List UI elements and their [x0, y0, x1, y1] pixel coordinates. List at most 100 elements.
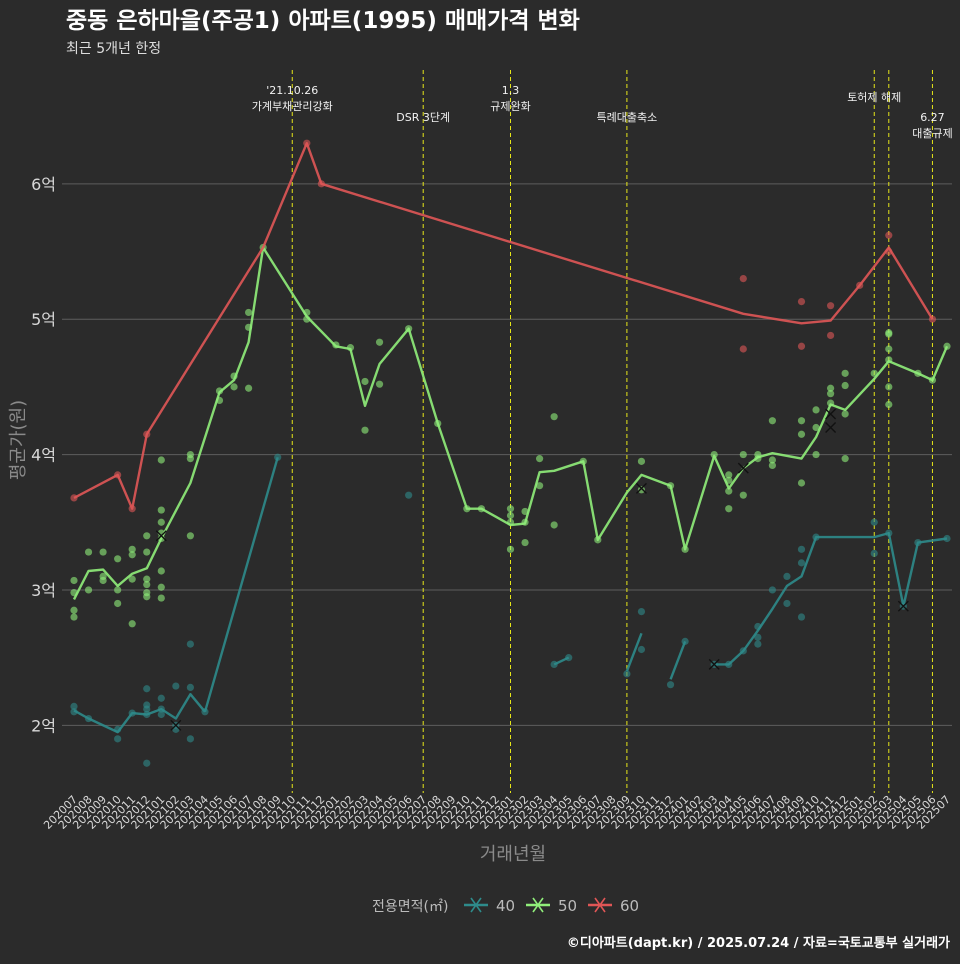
legend-label: 50: [558, 897, 577, 915]
data-point: [84, 586, 93, 594]
annotation-label: 6.27: [920, 111, 945, 124]
data-point: [885, 345, 893, 353]
x-marker: [708, 658, 720, 670]
data-point: [754, 640, 762, 648]
data-point: [870, 549, 878, 557]
data-point: [186, 683, 194, 692]
y-tick-label: 6억: [31, 175, 56, 194]
data-point: [114, 735, 122, 743]
data-point: [637, 457, 646, 465]
x-axis-label: 거래년월: [480, 844, 546, 865]
data-point: [128, 545, 136, 553]
data-point: [768, 456, 777, 464]
data-point: [405, 491, 413, 499]
data-point: [128, 575, 136, 583]
data-point: [361, 377, 369, 386]
data-point: [783, 572, 791, 581]
data-point: [157, 694, 165, 702]
data-point: [70, 606, 78, 614]
data-point: [797, 417, 806, 425]
data-point: [361, 426, 369, 434]
data-point: [143, 593, 151, 601]
data-point: [375, 338, 384, 346]
data-point: [841, 381, 849, 390]
data-point: [797, 559, 806, 567]
data-point: [797, 342, 806, 350]
chart-title: 중동 은하마을(주공1) 아파트(1995) 매매가격 변화: [66, 8, 580, 34]
data-point: [536, 482, 544, 490]
annotation-label: '21.10.26: [266, 84, 318, 97]
data-point: [812, 406, 820, 414]
data-point: [521, 538, 529, 547]
series-line: [73, 141, 934, 510]
annotation-label: DSR 3단계: [396, 111, 450, 124]
data-point: [725, 471, 733, 479]
data-point: [230, 383, 238, 391]
data-point: [666, 681, 675, 689]
legend-title: 전용면적(㎡): [372, 899, 448, 915]
data-point: [754, 633, 762, 641]
y-axis-ticks: 2억 3억 4억 5억 6억: [31, 175, 56, 735]
data-point: [157, 456, 165, 464]
data-point: [506, 545, 515, 553]
y-tick-label: 3억: [31, 581, 56, 600]
data-point: [885, 400, 893, 409]
data-point: [70, 708, 78, 716]
y-tick-label: 4억: [31, 446, 56, 465]
data-series: [70, 139, 951, 767]
data-point: [143, 759, 151, 767]
data-point: [797, 545, 806, 553]
data-point: [186, 532, 194, 540]
series-line: [203, 456, 279, 713]
legend-swatch-marker: [594, 897, 606, 913]
data-point: [143, 705, 151, 713]
x-axis-ticks: 2020072020082020092020102020112020122021…: [41, 793, 953, 832]
data-point: [70, 702, 78, 710]
data-point: [797, 298, 806, 306]
data-point: [768, 461, 777, 470]
data-point: [114, 599, 122, 608]
data-point: [128, 620, 136, 628]
data-point: [797, 613, 806, 621]
data-point: [84, 548, 93, 556]
data-point: [812, 423, 820, 432]
data-point: [827, 331, 835, 340]
data-point: [870, 518, 878, 526]
series-40: [70, 453, 951, 767]
data-point: [143, 685, 151, 693]
data-point: [827, 302, 835, 310]
data-point: [245, 308, 253, 317]
series-line: [625, 632, 643, 672]
x-marker: [635, 482, 647, 494]
data-point: [637, 608, 646, 616]
data-point: [783, 599, 791, 608]
data-point: [143, 580, 151, 589]
chart-subtitle: 최근 5개년 한정: [66, 41, 161, 57]
legend-swatch-marker: [532, 897, 544, 913]
series-50: [70, 243, 951, 628]
data-point: [157, 567, 165, 575]
data-point: [827, 384, 835, 392]
data-point: [99, 576, 107, 585]
y-tick-label: 5억: [31, 310, 56, 329]
data-point: [186, 735, 194, 743]
data-point: [157, 594, 165, 602]
data-point: [885, 383, 893, 391]
annotation-label: 1.3: [502, 84, 520, 97]
data-point: [885, 330, 893, 338]
series-60: [70, 139, 937, 513]
data-point: [99, 548, 107, 556]
data-point: [550, 521, 558, 529]
annotation-label: 규제완화: [490, 100, 530, 113]
data-point: [725, 505, 733, 513]
data-point: [623, 670, 631, 678]
annotation-label: 토허제 해제: [847, 90, 901, 104]
data-point: [841, 455, 849, 463]
data-point: [70, 613, 78, 621]
data-point: [739, 345, 747, 353]
data-point: [725, 487, 733, 495]
legend: 전용면적(㎡) 40 50 60: [372, 897, 639, 915]
legend-label: 60: [620, 897, 639, 915]
data-point: [812, 450, 820, 459]
